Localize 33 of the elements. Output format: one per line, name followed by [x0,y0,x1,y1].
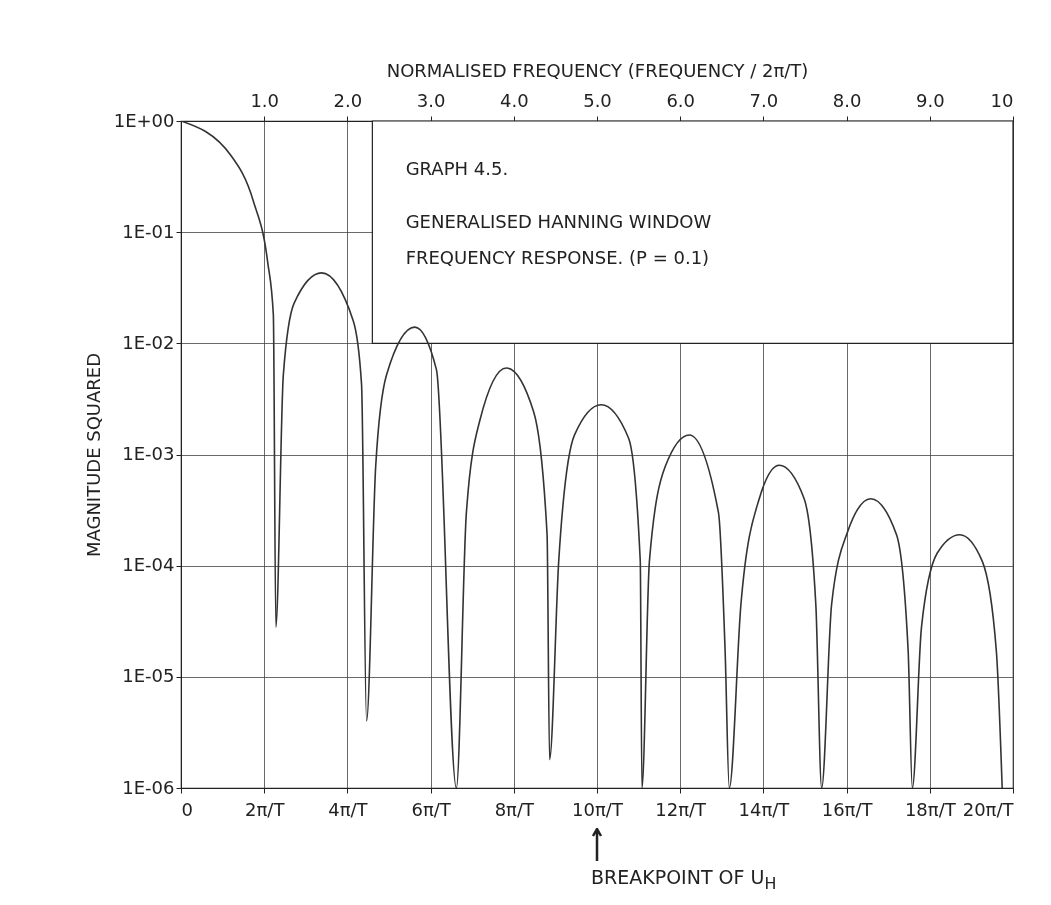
x-tick-label: 14π/T [738,798,791,820]
text: GRAPH 4.5. [405,158,509,180]
x-tick-label: 20π/T [962,798,1015,820]
x-tick-label: 0 [181,798,193,820]
x2-tick-label: 6.0 [666,89,696,111]
x-tick-label: 4π/T [328,798,369,820]
y-tick-label: 1E-01 [122,220,175,242]
x2-tick-label: 1.0 [250,89,280,111]
x2-tick-label: 9.0 [915,89,945,111]
x-tick-label: 10π/T [572,798,624,820]
y-axis-title: MAGNITUDE SQUARED [82,352,104,558]
x2-tick-label: 7.0 [749,89,779,111]
x2-tick-label: 8.0 [832,89,862,111]
x-tick-label: 12π/T [655,798,708,820]
x-tick-label: 8π/T [494,798,535,820]
x2-tick-label: 4.0 [499,89,529,111]
x2-axis-title: NORMALISED FREQUENCY (FREQUENCY / 2π/T) [386,59,809,81]
x-tick-label: 2π/T [245,798,286,820]
y-tick-label: 1E-06 [122,776,175,798]
x2-tick-label: 3.0 [416,89,446,111]
x2-tick-label: 10 [990,89,1014,111]
x2-tick-label: 2.0 [333,89,363,111]
x-tick-label: 18π/T [904,798,957,820]
text: GENERALISED HANNING WINDOW FREQUENCY RESPONSE. (P = 0.1) [405,211,712,269]
y-tick-label: 1E-03 [122,443,175,464]
y-tick-label: 1E+00 [113,109,175,131]
x-tick-label: 16π/T [821,798,874,820]
text: BREAKPOINT OF U$_{H}$ [591,866,777,893]
y-tick-label: 1E-02 [122,331,175,353]
x-tick-label: 6π/T [411,798,452,820]
x2-tick-label: 5.0 [583,89,612,111]
y-tick-label: 1E-05 [122,665,175,687]
y-tick-label: 1E-04 [122,554,175,576]
